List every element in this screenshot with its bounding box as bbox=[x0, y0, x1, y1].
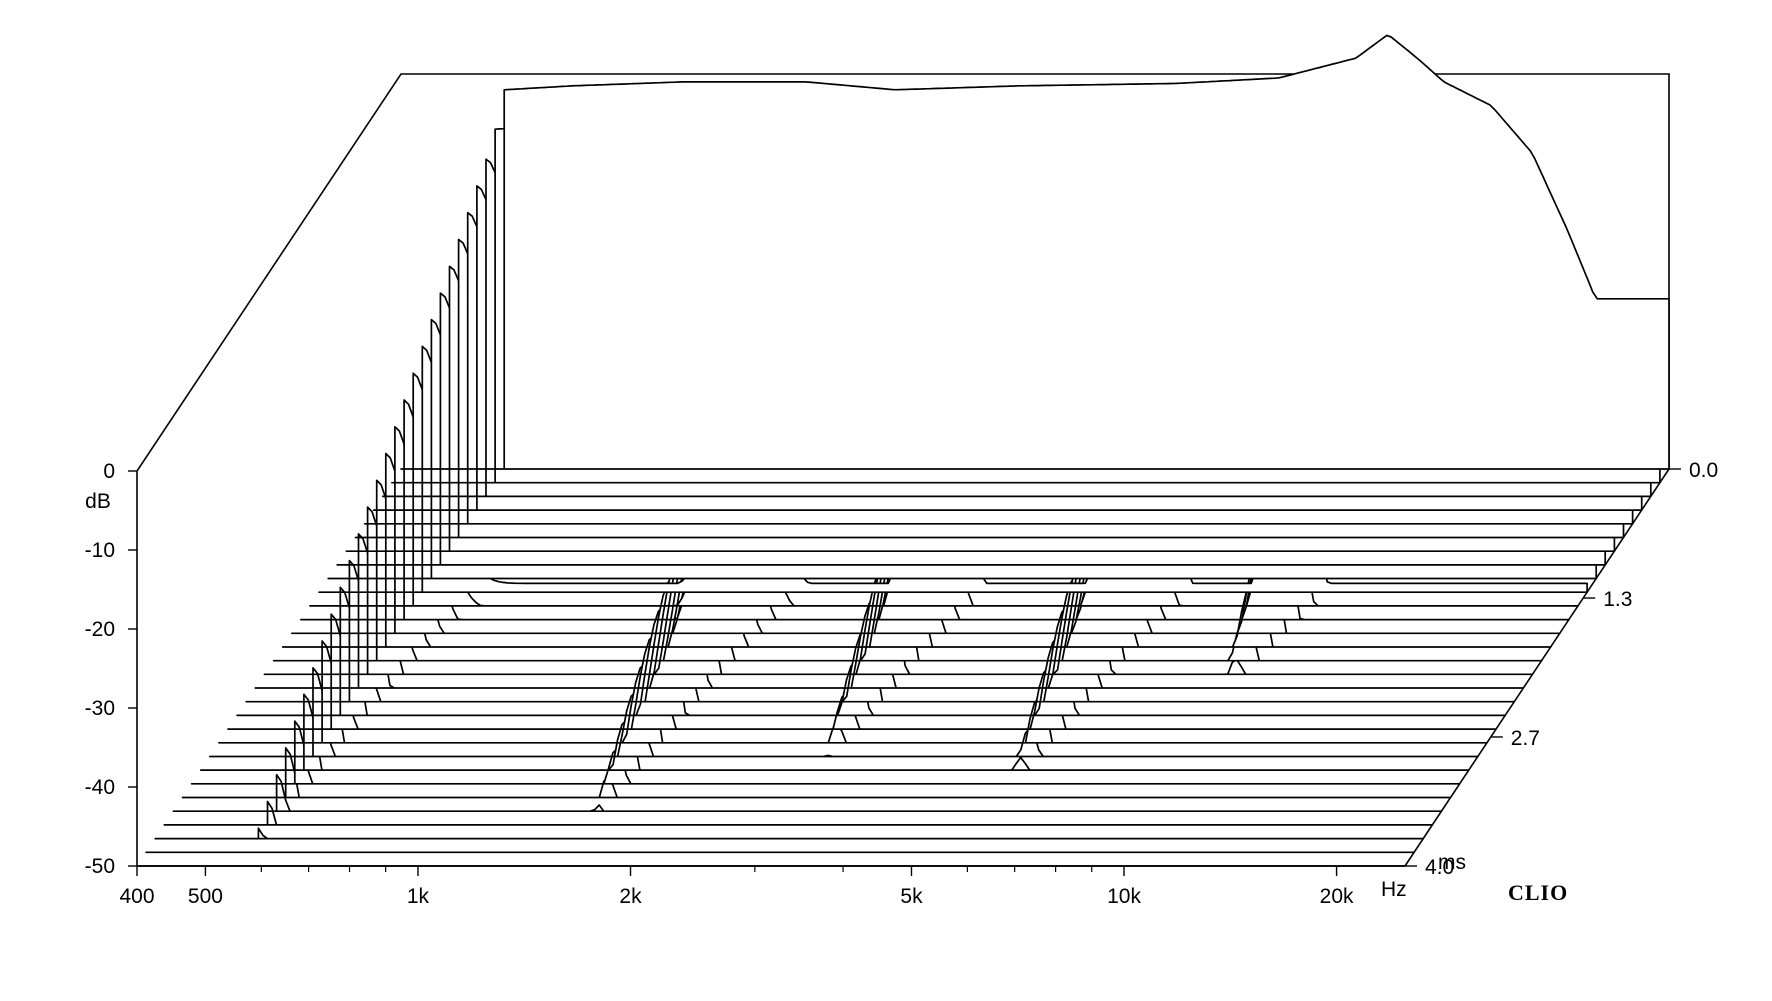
x-tick-label: 2k bbox=[619, 885, 642, 908]
decay-slice bbox=[208, 666, 1479, 758]
x-tick-label: 400 bbox=[119, 885, 154, 908]
y-tick-label: 0 bbox=[103, 460, 115, 483]
z-tick-label: 2.7 bbox=[1511, 727, 1540, 750]
floor-right-edge bbox=[1404, 468, 1670, 867]
y-unit-label: dB bbox=[85, 490, 111, 513]
decay-slice bbox=[172, 773, 1443, 813]
y-tick-label: -10 bbox=[85, 539, 115, 562]
y-tick-label: -50 bbox=[85, 855, 115, 878]
x-axis: 400 500 1k 2k 5k 10k 20k bbox=[119, 866, 1354, 908]
z-unit-label: ms bbox=[1438, 851, 1466, 874]
x-tick-label: 1k bbox=[407, 885, 430, 908]
decay-slice bbox=[199, 693, 1470, 771]
brand-logo: CLIO bbox=[1508, 880, 1568, 905]
x-unit-label: Hz bbox=[1381, 878, 1407, 901]
x-tick-label: 500 bbox=[188, 885, 223, 908]
frame-outline bbox=[136, 73, 1670, 866]
decay-slice bbox=[400, 34, 1670, 470]
decay-slice bbox=[218, 640, 1488, 744]
x-tick-label: 10k bbox=[1107, 885, 1141, 908]
decay-slice bbox=[154, 827, 1425, 840]
z-tick-label: 1.3 bbox=[1603, 588, 1632, 611]
slices bbox=[136, 34, 1670, 867]
y-tick-label: -40 bbox=[85, 776, 115, 799]
decay-slice bbox=[236, 586, 1506, 717]
y-tick-label: -30 bbox=[85, 697, 115, 720]
z-tick-label: 0.0 bbox=[1689, 459, 1718, 482]
decay-slice bbox=[181, 747, 1452, 799]
z-axis: 0.0 1.3 2.7 4.0 bbox=[1405, 459, 1718, 879]
y-tick-label: -20 bbox=[85, 618, 115, 641]
z-tick-label: 4.0 bbox=[1425, 856, 1454, 879]
y-axis: 0 -10 -20 -30 -40 -50 bbox=[85, 460, 137, 878]
decay-slice bbox=[163, 800, 1434, 826]
decay-slice bbox=[190, 720, 1461, 785]
x-tick-label: 20k bbox=[1320, 885, 1354, 908]
decay-slice bbox=[227, 613, 1497, 730]
x-tick-label: 5k bbox=[900, 885, 923, 908]
